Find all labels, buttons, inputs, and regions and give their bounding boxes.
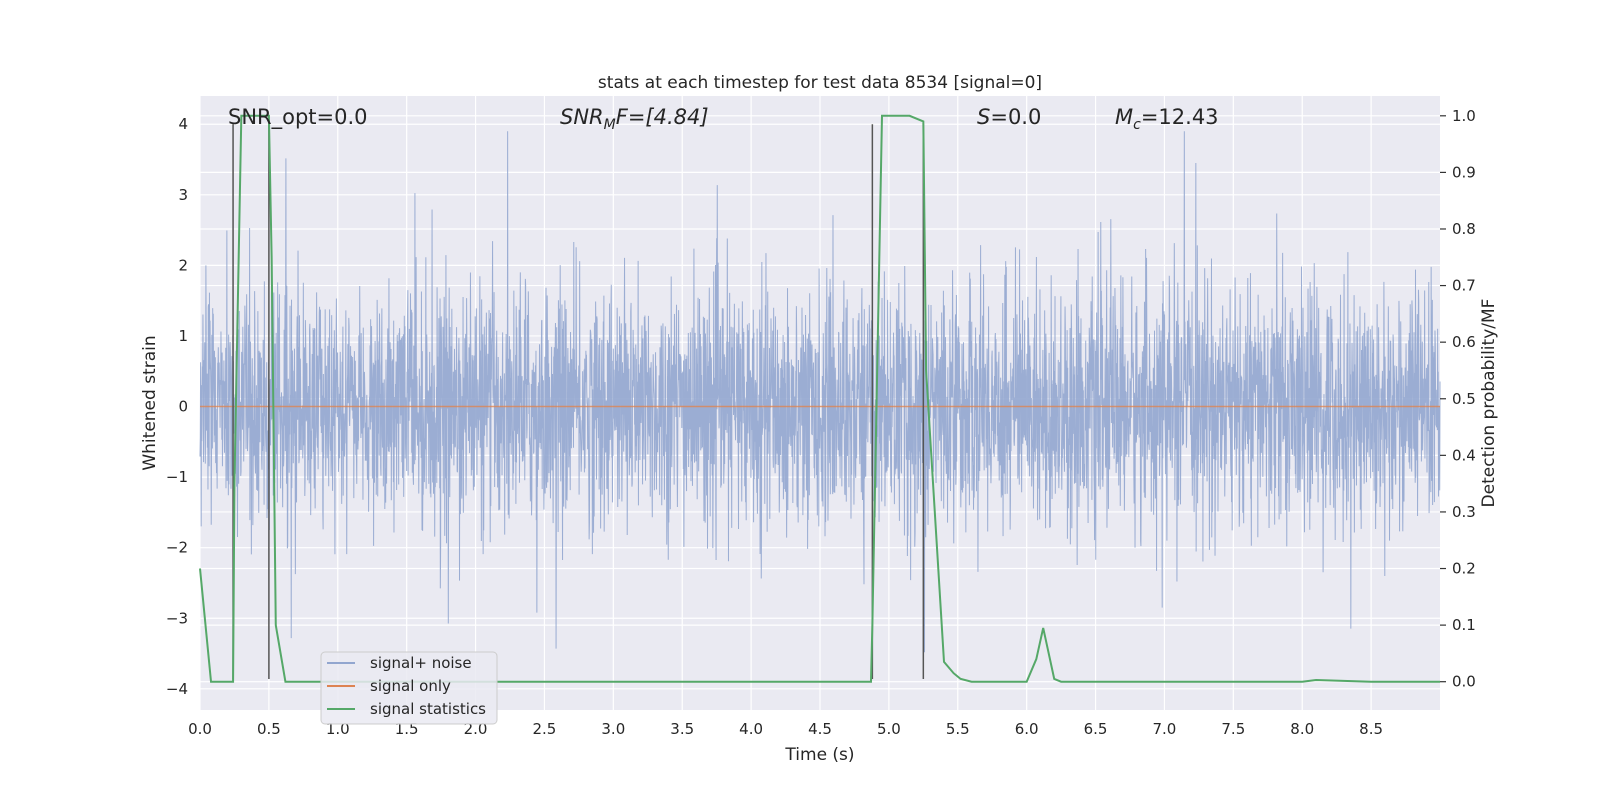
y-tick-label: 1 <box>178 327 188 345</box>
legend-label-signal-plus-noise: signal+ noise <box>370 654 472 672</box>
chart-title: stats at each timestep for test data 853… <box>598 73 1042 93</box>
x-tick-label: 5.0 <box>877 720 901 738</box>
x-tick-label: 2.5 <box>533 720 557 738</box>
y-tick-label: 4 <box>178 115 188 133</box>
y2-tick-label: 0.6 <box>1452 333 1476 351</box>
x-tick-label: 3.0 <box>601 720 625 738</box>
y-tick-label: −3 <box>166 609 188 627</box>
x-axis-label: Time (s) <box>784 745 854 765</box>
x-tick-label: 4.0 <box>739 720 763 738</box>
annotation-snr-opt: SNR_opt=0.0 <box>228 105 368 130</box>
y2-axis-ticks: 1.0 0.9 0.8 0.7 0.6 0.5 0.4 0.3 0.2 0.1 0.0 <box>1440 107 1476 691</box>
y2-tick-label: 0.3 <box>1452 503 1476 521</box>
annotation-s: S=0.0 <box>977 105 1041 129</box>
legend-label-signal-only: signal only <box>370 677 451 695</box>
y2-tick-label: 0.5 <box>1452 390 1476 408</box>
x-tick-label: 6.0 <box>1015 720 1039 738</box>
x-tick-label: 8.5 <box>1359 720 1383 738</box>
y-tick-label: −1 <box>166 468 188 486</box>
y2-tick-label: 0.7 <box>1452 277 1476 295</box>
x-tick-label: 7.5 <box>1221 720 1245 738</box>
x-tick-label: 8.0 <box>1290 720 1314 738</box>
y-axis-ticks: 4 3 2 1 0 −1 −2 −3 −4 <box>166 115 188 698</box>
series-signal-plus-noise <box>199 131 1441 653</box>
y-tick-label: 0 <box>178 398 188 416</box>
x-tick-label: 6.5 <box>1084 720 1108 738</box>
y2-tick-label: 0.4 <box>1452 446 1476 464</box>
y2-tick-label: 0.1 <box>1452 616 1476 634</box>
y2-tick-label: 0.8 <box>1452 220 1476 238</box>
annotation-snr-mf: SNRMF=[4.84] <box>560 105 709 133</box>
x-axis-ticks: 0.0 0.5 1.0 1.5 2.0 2.5 3.0 3.5 4.0 4.5 5.0 5.5 6.0 6… <box>188 720 1383 738</box>
x-tick-label: 0.5 <box>257 720 281 738</box>
y-tick-label: 2 <box>178 256 188 274</box>
x-tick-label: 7.0 <box>1153 720 1177 738</box>
x-tick-label: 3.5 <box>670 720 694 738</box>
legend-label-signal-statistics: signal statistics <box>370 700 486 718</box>
annotation-mc: Mc=12.43 <box>1115 105 1219 133</box>
y2-axis-label: Detection probability/MF <box>1479 299 1499 508</box>
series-signal-statistics <box>199 114 1440 683</box>
y2-tick-label: 0.0 <box>1452 673 1476 691</box>
x-tick-label: 5.5 <box>946 720 970 738</box>
y-axis-label: Whitened strain <box>140 335 160 470</box>
signal-statistics-line <box>199 114 1440 683</box>
y-tick-label: −4 <box>166 680 188 698</box>
y2-tick-label: 0.9 <box>1452 163 1476 181</box>
legend: signal+ noise signal only signal statist… <box>320 651 498 725</box>
signal-plus-noise-line <box>199 131 1441 653</box>
x-tick-label: 0.0 <box>188 720 212 738</box>
y-tick-label: −2 <box>166 539 188 557</box>
x-tick-label: 4.5 <box>808 720 832 738</box>
y2-tick-label: 1.0 <box>1452 107 1476 125</box>
y-tick-label: 3 <box>178 186 188 204</box>
y2-tick-label: 0.2 <box>1452 560 1476 578</box>
legend-box <box>320 651 498 725</box>
